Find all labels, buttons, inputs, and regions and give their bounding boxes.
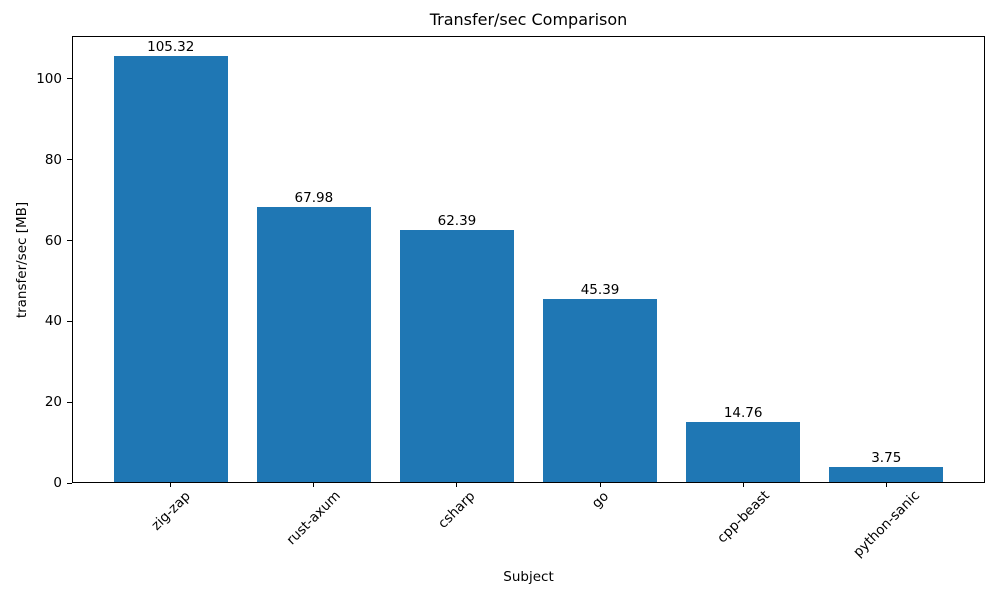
y-tick-label: 80 xyxy=(44,151,62,168)
y-tick-mark xyxy=(66,78,72,80)
x-tick-mark xyxy=(170,483,172,487)
bar-cpp-beast xyxy=(685,422,801,482)
bar-value-label: 14.76 xyxy=(723,405,763,422)
bar-go xyxy=(542,298,658,482)
bar-rust-axum xyxy=(256,207,372,482)
bar-value-label: 67.98 xyxy=(294,190,334,207)
y-tick-mark xyxy=(66,482,72,484)
x-tick-label: go xyxy=(588,488,612,512)
y-tick-label: 40 xyxy=(44,313,62,330)
bar-csharp xyxy=(399,229,515,482)
y-tick-label: 100 xyxy=(36,70,62,87)
bar-value-label: 3.75 xyxy=(871,449,902,466)
bar-zig-zap xyxy=(113,56,228,482)
y-axis-label: transfer/sec [MB] xyxy=(14,201,30,319)
x-tick-label: csharp xyxy=(435,487,479,532)
bar-value-label: 105.32 xyxy=(147,39,195,56)
x-tick-label: rust-axum xyxy=(283,487,345,549)
x-tick-mark xyxy=(885,483,887,487)
bar-python-sanic xyxy=(829,466,944,482)
y-tick-mark xyxy=(66,159,72,161)
bar-value-label: 45.39 xyxy=(580,281,620,298)
chart-title: Transfer/sec Comparison xyxy=(429,10,628,29)
y-tick-mark xyxy=(66,401,72,403)
y-tick-mark xyxy=(66,320,72,322)
y-tick-label: 60 xyxy=(44,232,62,249)
y-tick-mark xyxy=(66,240,72,241)
x-tick-mark xyxy=(456,483,458,487)
x-tick-mark xyxy=(742,483,744,487)
bar-value-label: 62.39 xyxy=(437,212,477,229)
y-tick-label: 0 xyxy=(53,475,62,491)
x-tick-mark xyxy=(599,483,601,487)
x-tick-label: cpp-beast xyxy=(713,488,773,547)
x-tick-mark xyxy=(313,483,315,487)
x-axis-label: Subject xyxy=(503,569,554,585)
y-tick-label: 20 xyxy=(44,394,62,411)
x-tick-label: zig-zap xyxy=(148,487,194,534)
x-tick-label: python-sanic xyxy=(849,487,923,561)
plot-area: 105.32 67.98 62.39 45.39 14.76 3.75 xyxy=(72,36,985,483)
